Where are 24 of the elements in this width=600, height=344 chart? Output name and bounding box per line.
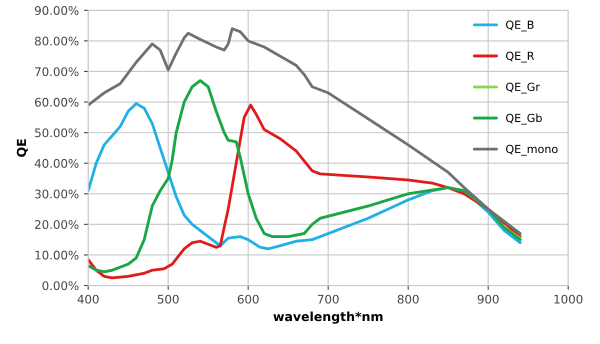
legend-label: QE_R: [506, 52, 534, 62]
x-tick-label: 800: [398, 294, 419, 304]
x-tick-label: 700: [318, 294, 339, 304]
legend-label: QE_Gr: [506, 82, 540, 94]
x-tick-label: 900: [478, 294, 499, 304]
y-tick-label: 80.00%: [34, 36, 79, 46]
y-tick-label: 10.00%: [35, 250, 79, 260]
y-tick-label: 60.00%: [34, 98, 79, 107]
y-tick-label: 30.00%: [35, 190, 79, 198]
y-tick-label: 40.00%: [34, 158, 79, 168]
x-axis-title: wavelength*nm: [273, 312, 382, 324]
y-tick-label: 20.00%: [35, 220, 79, 230]
y-axis-title: QE: [16, 139, 28, 157]
legend-label: QE_B: [506, 20, 534, 32]
legend-label: QE_Gb: [506, 114, 542, 125]
legend-label: QE_mono: [506, 144, 558, 156]
y-tick-label: 0.00%: [42, 281, 79, 290]
x-tick-label: 600: [238, 294, 259, 304]
x-tick-label: 500: [158, 294, 179, 304]
y-tick-label: 50.00%: [35, 128, 79, 138]
y-tick-label: 90.00%: [34, 6, 79, 15]
x-tick-label: 400: [78, 294, 99, 304]
x-tick-label: 1000: [554, 294, 582, 304]
y-tick-label: 70.00%: [35, 67, 79, 76]
